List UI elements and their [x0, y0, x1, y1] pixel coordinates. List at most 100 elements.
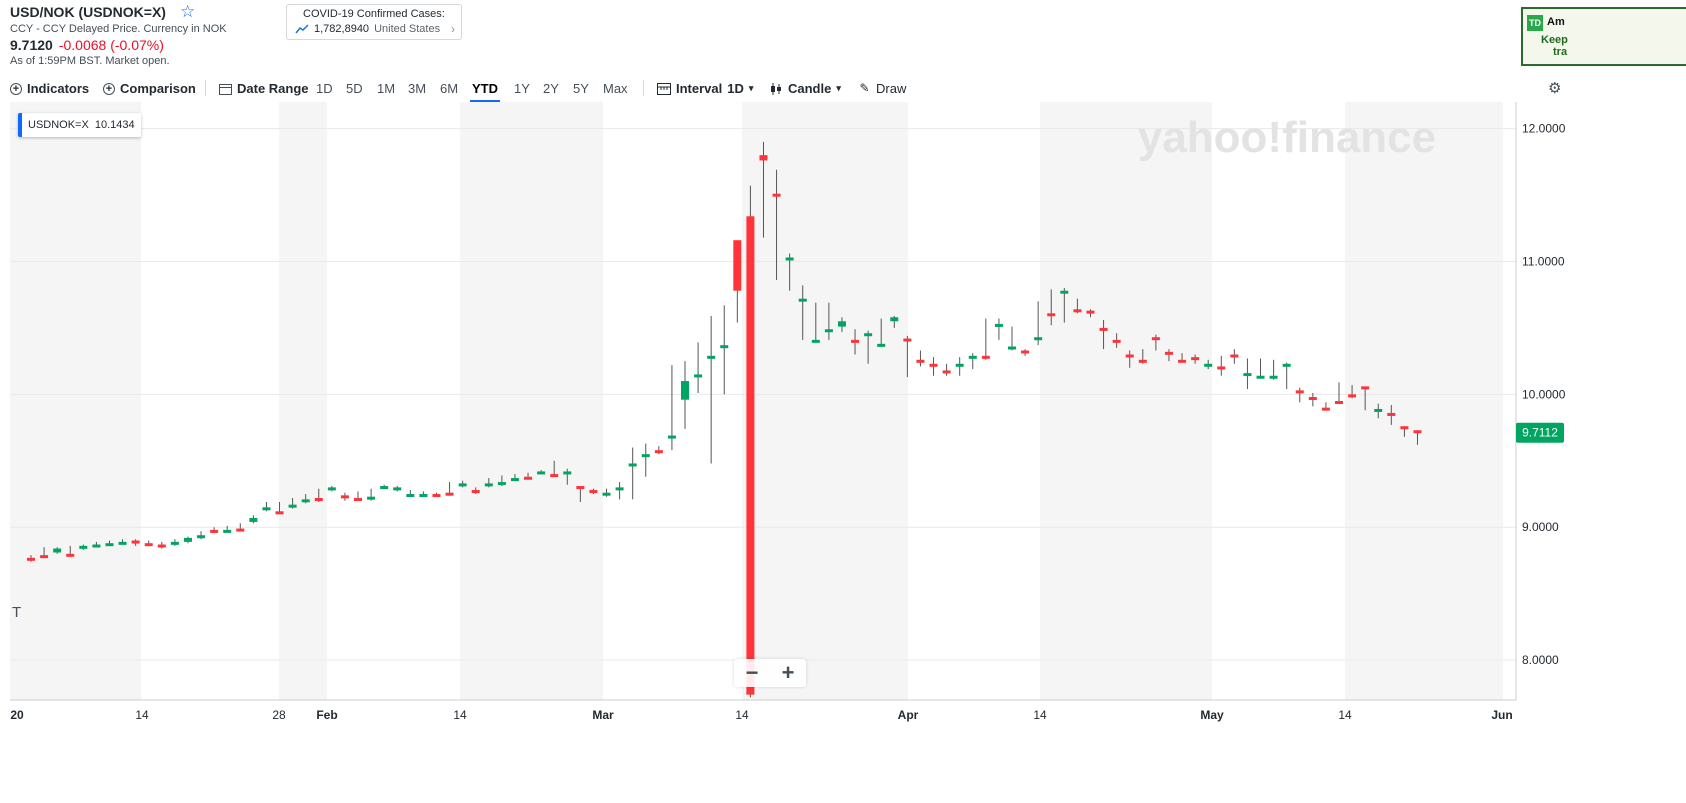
candle-body[interactable]	[1400, 426, 1409, 430]
candle-body[interactable]	[890, 317, 899, 322]
candle-body[interactable]	[667, 435, 676, 439]
range-ytd[interactable]: YTD	[470, 81, 500, 103]
candle-body[interactable]	[157, 544, 166, 548]
candle-body[interactable]	[916, 359, 925, 363]
candle-body[interactable]	[1243, 373, 1252, 377]
candle-body[interactable]	[249, 517, 258, 522]
candle-body[interactable]	[589, 490, 598, 494]
ad-banner[interactable]: TD Am Keep tra	[1521, 7, 1686, 66]
candle-body[interactable]	[1164, 351, 1173, 355]
candle-body[interactable]	[602, 492, 611, 496]
candle-body[interactable]	[772, 193, 781, 197]
range-6m[interactable]: 6M	[440, 81, 459, 96]
range-3m[interactable]: 3M	[408, 81, 427, 96]
candle-body[interactable]	[92, 544, 101, 548]
covid-widget[interactable]: COVID-19 Confirmed Cases: 1,782,8940 Uni…	[286, 4, 462, 40]
candle-body[interactable]	[1178, 359, 1187, 363]
candle-body[interactable]	[236, 528, 245, 532]
candle-body[interactable]	[262, 507, 271, 511]
candle-body[interactable]	[445, 492, 454, 496]
range-max[interactable]: Max	[603, 81, 628, 96]
candle-body[interactable]	[550, 474, 559, 478]
candle-body[interactable]	[1112, 339, 1121, 343]
candle-body[interactable]	[811, 339, 820, 343]
candle-body[interactable]	[497, 482, 506, 486]
candle-body[interactable]	[27, 557, 35, 561]
indicators-button[interactable]: + Indicators	[10, 81, 89, 96]
candle-body[interactable]	[654, 450, 663, 454]
candle-body[interactable]	[929, 363, 938, 367]
candle-body[interactable]	[733, 240, 742, 291]
candle-body[interactable]	[1321, 407, 1330, 411]
candle-body[interactable]	[537, 471, 546, 475]
interval-dropdown[interactable]: Interval 1D ▾	[657, 81, 753, 96]
candle-body[interactable]	[1361, 386, 1370, 390]
candle-body[interactable]	[1073, 309, 1082, 313]
candle-body[interactable]	[968, 355, 977, 359]
candle-body[interactable]	[759, 155, 768, 161]
candle-body[interactable]	[1008, 346, 1016, 350]
candle-body[interactable]	[981, 355, 990, 359]
candle-body[interactable]	[1086, 310, 1095, 314]
candle-body[interactable]	[380, 486, 389, 490]
candle-body[interactable]	[1413, 430, 1422, 434]
candle-body[interactable]	[393, 487, 402, 491]
candle-body[interactable]	[419, 494, 428, 498]
candle-body[interactable]	[301, 499, 310, 503]
range-1m[interactable]: 1M	[377, 81, 396, 96]
candle-body[interactable]	[210, 529, 219, 533]
candle-body[interactable]	[170, 541, 179, 545]
candle-body[interactable]	[1230, 354, 1239, 358]
candle-body[interactable]	[1125, 354, 1134, 358]
candle-body[interactable]	[785, 257, 794, 261]
candle-body[interactable]	[1191, 357, 1200, 361]
candle-body[interactable]	[1138, 359, 1147, 363]
candle-body[interactable]	[66, 553, 75, 557]
comparison-button[interactable]: + Comparison	[103, 81, 196, 96]
candle-body[interactable]	[615, 487, 624, 491]
candle-body[interactable]	[994, 323, 1003, 327]
candle-body[interactable]	[576, 486, 585, 490]
date-range-button[interactable]: Date Range	[219, 81, 309, 96]
candle-body[interactable]	[563, 471, 572, 475]
candle-body[interactable]	[694, 374, 703, 378]
candle-body[interactable]	[524, 476, 533, 480]
zoom-in-button[interactable]: +	[781, 660, 795, 685]
candle-body[interactable]	[367, 496, 376, 500]
candle-body[interactable]	[864, 333, 873, 337]
candle-body[interactable]	[183, 537, 192, 542]
candle-body[interactable]	[340, 495, 349, 499]
candle-body[interactable]	[275, 511, 284, 515]
range-5d[interactable]: 5D	[346, 81, 363, 96]
zoom-out-button[interactable]: −	[745, 660, 759, 685]
candle-body[interactable]	[628, 463, 637, 467]
candle-body[interactable]	[851, 339, 860, 343]
candle-body[interactable]	[471, 490, 480, 494]
candle-body[interactable]	[1204, 363, 1213, 367]
candle-body[interactable]	[118, 541, 127, 545]
candle-body[interactable]	[484, 483, 493, 487]
candle-body[interactable]	[1217, 366, 1226, 370]
gear-icon[interactable]: ⚙	[1548, 80, 1562, 97]
draw-button[interactable]: ✎ Draw	[858, 81, 906, 96]
range-1y[interactable]: 1Y	[514, 81, 530, 96]
candle-body[interactable]	[79, 545, 88, 549]
candle-body[interactable]	[837, 321, 846, 327]
candle-body[interactable]	[641, 454, 650, 458]
candle-body[interactable]	[40, 555, 49, 559]
candle-body[interactable]	[1151, 337, 1160, 341]
candle-body[interactable]	[144, 543, 153, 547]
range-5y[interactable]: 5Y	[573, 81, 589, 96]
range-2y[interactable]: 2Y	[543, 81, 559, 96]
candle-body[interactable]	[1021, 350, 1030, 354]
candle-body[interactable]	[720, 345, 729, 349]
candle-body[interactable]	[1047, 313, 1056, 317]
candle-body[interactable]	[1060, 290, 1069, 294]
candle-body[interactable]	[131, 540, 140, 544]
candle-body[interactable]	[1034, 337, 1043, 341]
candle-body[interactable]	[942, 370, 951, 374]
candle-body[interactable]	[903, 338, 912, 342]
candle-body[interactable]	[105, 543, 114, 547]
candle-body[interactable]	[432, 494, 441, 498]
candle-body[interactable]	[327, 487, 336, 491]
